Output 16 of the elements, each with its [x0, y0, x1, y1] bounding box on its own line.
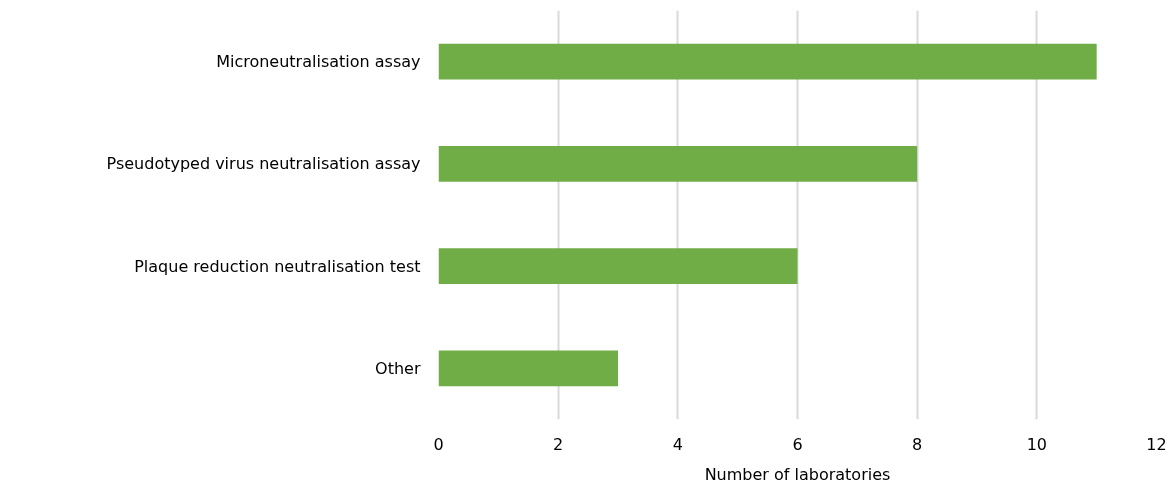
x-tick-label: 0 — [433, 434, 444, 454]
x-tick-label: 10 — [1026, 434, 1048, 454]
x-axis-title: Number of laboratories — [704, 464, 891, 484]
x-tick-label: 2 — [553, 434, 564, 454]
y-tick-label: Microneutralisation assay — [216, 52, 421, 72]
y-tick-label: Plaque reduction neutralisation test — [134, 256, 421, 276]
bar — [438, 350, 618, 387]
x-tick-label: 12 — [1146, 434, 1167, 454]
bar — [438, 145, 918, 182]
x-tick-label: 8 — [912, 434, 923, 454]
x-tick-label: 6 — [792, 434, 803, 454]
y-tick-label: Other — [375, 358, 421, 378]
y-tick-label: Pseudotyped virus neutralisation assay — [106, 154, 421, 174]
x-tick-label: 4 — [672, 434, 683, 454]
bar — [438, 43, 1097, 80]
bar — [438, 248, 798, 285]
